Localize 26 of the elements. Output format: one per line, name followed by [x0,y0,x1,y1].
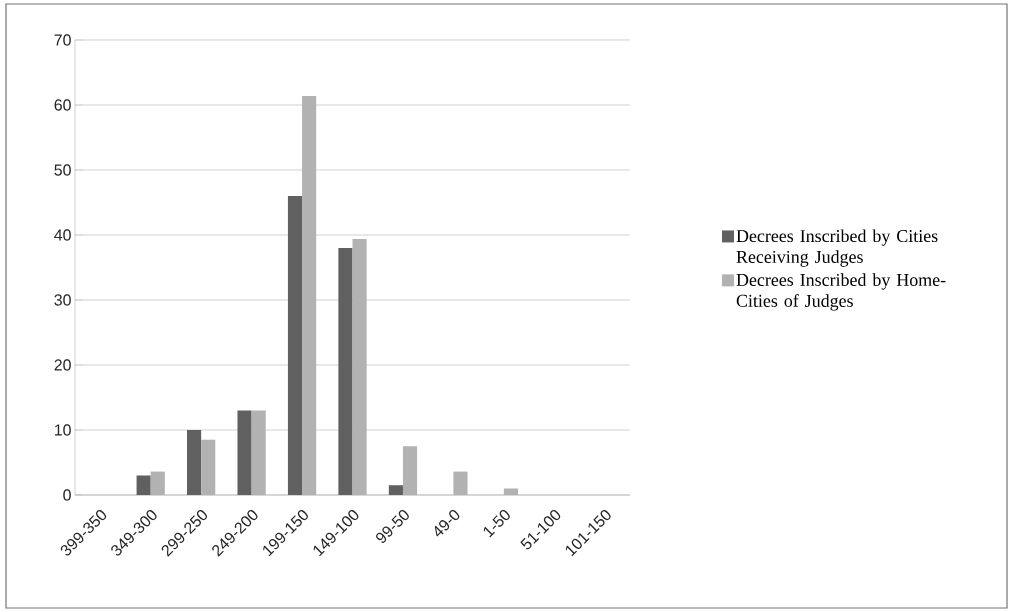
legend-label: Decrees Inscribed by Cities Receiving Judges [736,229,938,267]
bar [302,95,317,495]
bar [136,475,151,495]
bar [237,410,252,495]
bar [402,446,418,495]
y-tick-label: 60 [54,99,71,111]
bar [287,195,303,495]
y-tick-label: 0 [63,489,71,501]
bar [251,410,266,495]
bar [503,488,518,495]
bar [150,471,165,495]
x-tick-label: 1-50 [483,510,510,538]
x-tick-label: 49-0 [434,510,460,537]
legend-label: Decrees Inscribed by Home-Cities of Judges [736,273,946,311]
y-tick-label: 70 [54,34,71,46]
y-tick-label: 30 [54,294,71,306]
bar [388,485,403,495]
y-tick-label: 50 [54,164,71,176]
y-tick-label: 40 [54,229,71,241]
bar [338,247,353,495]
bar [187,429,202,495]
bar [453,471,468,495]
bar [201,439,216,495]
bar [352,238,367,495]
y-tick-label: 20 [54,359,71,371]
y-tick-label: 10 [54,424,71,436]
